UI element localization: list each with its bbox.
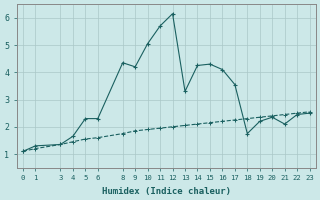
X-axis label: Humidex (Indice chaleur): Humidex (Indice chaleur) xyxy=(102,187,231,196)
